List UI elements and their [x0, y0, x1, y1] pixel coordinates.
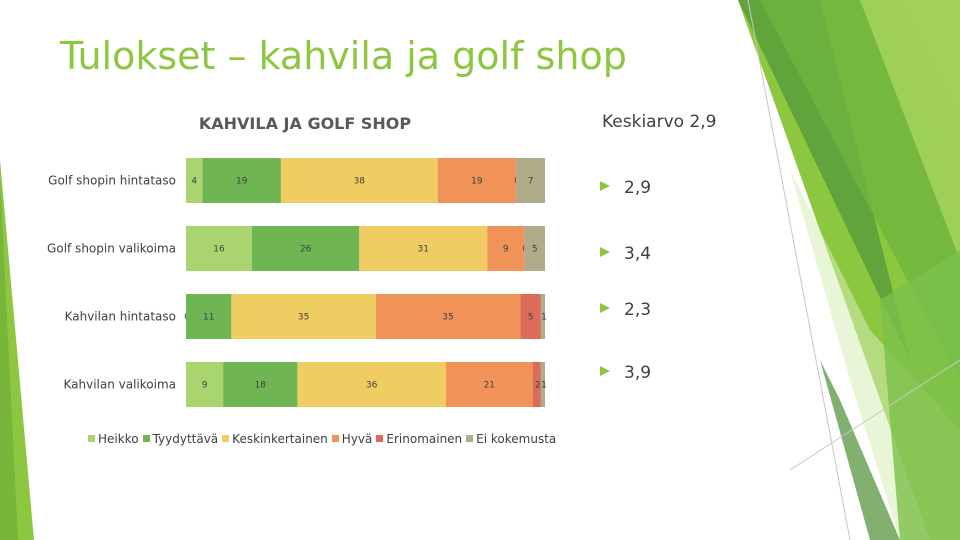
average-header: Keskiarvo 2,9: [602, 112, 717, 132]
data-label: 31: [418, 245, 429, 255]
data-label: 18: [255, 381, 267, 391]
bar-segment: [532, 362, 541, 407]
data-label: 7: [528, 177, 534, 187]
chart-title: KAHVILA JA GOLF SHOP: [198, 114, 412, 133]
data-label: 9: [503, 245, 509, 255]
legend-item: Erinomainen: [376, 432, 462, 446]
bullet-arrow-icon: [600, 247, 610, 257]
average-value: 3,9: [624, 363, 652, 383]
bar-segment: [223, 362, 298, 407]
data-label: 19: [236, 177, 248, 187]
data-label: 9: [202, 381, 208, 391]
legend-swatch: [466, 435, 474, 442]
category-label: Kahvilan valikoima: [63, 378, 176, 392]
legend-item: Tyydyttävä: [142, 432, 219, 446]
data-label: 16: [213, 245, 225, 255]
bar-segment: [487, 226, 525, 271]
bar-segment: [359, 226, 488, 271]
bullet-arrow-icon: [600, 303, 610, 313]
category-label: Golf shopin valikoima: [47, 242, 176, 256]
bar-segment: [540, 294, 545, 339]
legend-label: Keskinkertainen: [232, 432, 328, 446]
data-label: 2: [535, 381, 541, 391]
bar-segment: [231, 294, 376, 339]
bar-segment: [186, 294, 232, 339]
chart-legend: Heikko Tyydyttävä Keskinkertainen Hyvä Erino…: [88, 432, 560, 446]
bar-segment: [186, 362, 224, 407]
average-value: 2,3: [624, 300, 652, 320]
data-label: 26: [300, 245, 312, 255]
average-item: 3,9: [600, 363, 651, 383]
bar-segment: [186, 226, 253, 271]
legend-swatch: [222, 435, 230, 442]
category-label: Kahvilan hintataso: [65, 310, 176, 324]
bar-segment: [297, 362, 446, 407]
slide-title: Tulokset – kahvila ja golf shop: [60, 34, 627, 78]
bar-segment: [186, 158, 203, 203]
data-label: 1: [541, 313, 547, 323]
legend-swatch: [376, 435, 384, 442]
data-label: 21: [484, 381, 495, 391]
bar-segment: [280, 158, 438, 203]
bullet-arrow-icon: [600, 181, 610, 191]
legend-label: Heikko: [98, 432, 139, 446]
average-value: 3,4: [624, 244, 652, 264]
bar-segment: [520, 294, 541, 339]
bar-segment: [437, 158, 517, 203]
bar-segment: [202, 158, 281, 203]
legend-label: Ei kokemusta: [476, 432, 557, 446]
legend-swatch: [142, 435, 150, 442]
legend-item: Hyvä: [331, 432, 373, 446]
bar-segment: [516, 158, 545, 203]
data-label: 4: [191, 177, 197, 187]
legend-item: Ei kokemusta: [466, 432, 556, 446]
category-label: Golf shopin hintataso: [48, 174, 176, 188]
average-item: 2,3: [600, 300, 651, 320]
stacked-bar-chart: Golf shopin hintataso419381907Golf shopi…: [47, 158, 547, 407]
data-label: 35: [298, 313, 309, 323]
bar-segment: [252, 226, 360, 271]
bar-segment: [524, 226, 545, 271]
data-label: 38: [354, 177, 366, 187]
data-label: 5: [532, 245, 538, 255]
legend-label: Tyydyttävä: [152, 432, 219, 446]
average-value: 2,9: [624, 178, 652, 198]
bar-segment: [375, 294, 521, 339]
data-label: 5: [528, 313, 534, 323]
legend-swatch: [88, 435, 95, 442]
legend-item: Heikko: [88, 432, 139, 446]
average-item: 3,4: [600, 244, 651, 264]
legend-label: Erinomainen: [386, 432, 463, 446]
bar-segment: [540, 362, 545, 407]
data-label: 35: [442, 313, 453, 323]
bar-segment: [445, 362, 533, 407]
bullet-arrow-icon: [600, 366, 610, 376]
data-label: 36: [366, 381, 378, 391]
legend-item: Keskinkertainen: [222, 432, 328, 446]
average-item: 2,9: [600, 178, 651, 198]
legend-label: Hyvä: [341, 432, 373, 446]
data-label: 11: [203, 313, 214, 323]
data-label: 19: [471, 177, 483, 187]
data-label: 1: [541, 381, 547, 391]
legend-swatch: [331, 435, 339, 442]
